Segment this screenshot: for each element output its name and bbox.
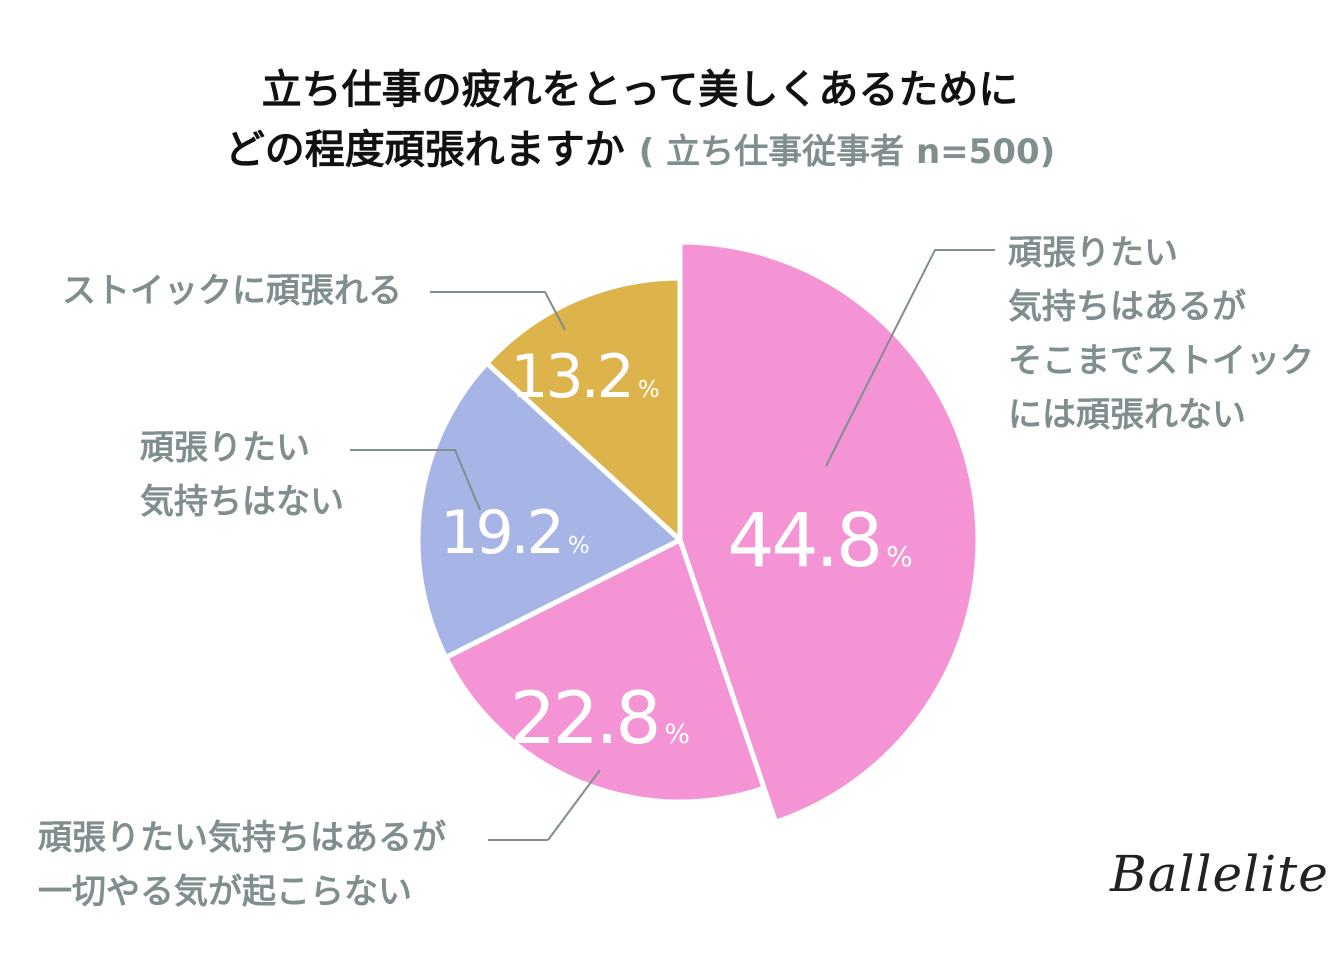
pie-slice-1 [443, 537, 767, 805]
slice-value-1: 22.8% [510, 676, 690, 760]
pie-slice-0 [677, 239, 981, 825]
slice-label-0-line-2: そこまでストイック [1008, 341, 1314, 381]
leader-line-0 [825, 249, 995, 467]
slice-label-3-line-0: ストイックに頑張れる [62, 271, 402, 311]
slice-label-0-line-3: には頑張れない [1008, 395, 1246, 435]
slice-value-number-3: 13.2 [510, 342, 632, 412]
leader-line-2 [350, 449, 481, 511]
slice-label-0-line-0: 頑張りたい [1008, 233, 1178, 273]
slice-label-0: 頑張りたい 気持ちはあるが そこまでストイック には頑張れない [1008, 226, 1314, 442]
leader-line-3 [430, 291, 566, 331]
brand-logo: Ballelite [1110, 845, 1329, 903]
slice-value-number-0: 44.8 [727, 498, 880, 584]
slice-value-number-1: 22.8 [510, 676, 658, 760]
pie-slice-2 [415, 360, 683, 660]
slice-value-unit-0: % [886, 540, 913, 573]
pie-slice-3 [484, 275, 683, 543]
slice-value-unit-2: % [568, 533, 590, 559]
chart-title-line2: どの程度頑張れますか ( 立ち仕事従事者 n=500) [0, 122, 1280, 180]
slice-label-0-line-1: 気持ちはあるが [1008, 287, 1246, 327]
slice-label-1: 頑張りたい気持ちはあるが 一切やる気が起こらない [38, 811, 446, 919]
slice-value-number-2: 19.2 [440, 498, 562, 568]
slice-value-unit-3: % [638, 377, 660, 403]
slice-value-3: 13.2% [510, 342, 659, 412]
slice-label-1-line-1: 一切やる気が起こらない [38, 872, 412, 912]
slice-value-unit-1: % [664, 719, 690, 750]
chart-title-line1: 立ち仕事の疲れをとって美しくあるために [261, 67, 1019, 113]
slice-value-2: 19.2% [440, 498, 589, 568]
slice-label-3: ストイックに頑張れる [62, 264, 402, 318]
slice-label-2-line-0: 頑張りたい [140, 428, 310, 468]
chart-title-question: どの程度頑張れますか [224, 127, 625, 173]
slice-label-2-line-1: 気持ちはない [140, 482, 344, 522]
leader-line-1 [547, 769, 601, 841]
slice-label-1-line-0: 頑張りたい気持ちはあるが [38, 818, 446, 858]
chart-subtitle: ( 立ち仕事従事者 n=500) [638, 132, 1056, 172]
slice-value-0: 44.8% [727, 498, 912, 584]
slice-label-2: 頑張りたい 気持ちはない [140, 421, 344, 529]
